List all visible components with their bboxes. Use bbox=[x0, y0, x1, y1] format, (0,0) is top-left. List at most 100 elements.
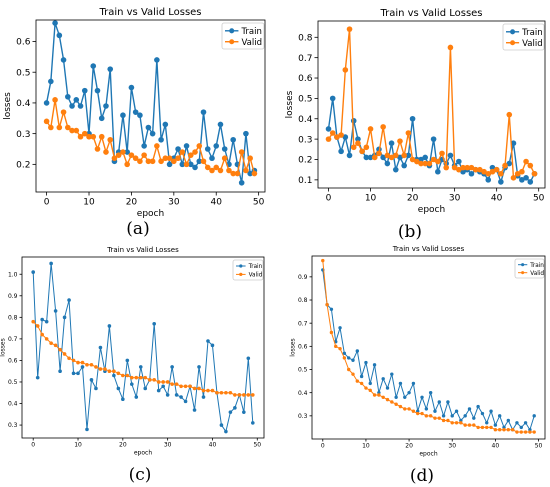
data-point-valid bbox=[196, 143, 203, 149]
y-tick-label: 0.5 bbox=[298, 95, 312, 105]
data-point-train bbox=[103, 103, 109, 109]
data-point-train bbox=[107, 324, 112, 328]
data-point-train bbox=[454, 409, 459, 413]
legend-marker-valid bbox=[229, 39, 235, 45]
y-tick-label: 0.3 bbox=[16, 130, 30, 140]
data-point-train bbox=[247, 170, 253, 177]
data-point-valid bbox=[183, 384, 188, 389]
data-point-train bbox=[329, 307, 334, 311]
y-tick-label: 0.6 bbox=[16, 38, 31, 48]
data-point-train bbox=[121, 397, 125, 402]
data-point-valid bbox=[187, 152, 194, 158]
data-point-valid bbox=[481, 168, 487, 175]
data-point-valid bbox=[156, 380, 161, 384]
data-point-train bbox=[67, 298, 71, 302]
data-point-valid bbox=[89, 362, 94, 367]
data-point-valid bbox=[58, 347, 62, 352]
data-point-train bbox=[152, 322, 156, 326]
data-point-valid bbox=[251, 170, 258, 177]
y-tick-label: 0.4 bbox=[8, 401, 18, 408]
y-tick-label: 0.7 bbox=[298, 54, 312, 64]
data-point-valid bbox=[76, 360, 80, 365]
data-point-train bbox=[179, 161, 186, 168]
data-point-train bbox=[183, 143, 190, 149]
data-point-valid bbox=[424, 414, 429, 418]
data-point-train bbox=[145, 124, 152, 131]
y-axis-label: losses bbox=[0, 338, 7, 356]
data-point-valid bbox=[346, 26, 353, 32]
data-point-train bbox=[385, 386, 390, 390]
x-tick-label: 50 bbox=[253, 198, 265, 208]
data-point-valid bbox=[456, 166, 462, 173]
data-point-train bbox=[428, 390, 433, 395]
data-point-train bbox=[394, 395, 398, 399]
data-point-valid bbox=[528, 430, 532, 434]
x-axis-label: epoch bbox=[419, 450, 437, 457]
data-point-train bbox=[430, 136, 437, 142]
data-point-valid bbox=[107, 136, 114, 143]
data-point-valid bbox=[364, 386, 368, 390]
data-point-valid bbox=[380, 124, 386, 130]
data-point-valid bbox=[381, 395, 385, 399]
data-point-valid bbox=[145, 158, 152, 165]
data-point-valid bbox=[165, 380, 170, 384]
data-point-valid bbox=[437, 416, 441, 420]
data-point-train bbox=[246, 356, 251, 361]
data-point-valid bbox=[43, 118, 50, 125]
data-point-valid bbox=[519, 430, 523, 434]
data-point-valid bbox=[480, 425, 485, 430]
data-point-train bbox=[359, 374, 364, 379]
data-point-valid bbox=[329, 330, 334, 335]
data-point-train bbox=[411, 381, 416, 386]
data-point-train bbox=[489, 409, 493, 413]
data-point-valid bbox=[394, 402, 398, 406]
legend-label-valid: Valid bbox=[530, 271, 544, 277]
data-point-valid bbox=[192, 386, 197, 391]
data-point-valid bbox=[62, 352, 67, 356]
data-point-valid bbox=[183, 161, 190, 168]
plot-frame bbox=[317, 20, 546, 189]
data-point-valid bbox=[367, 126, 374, 132]
data-point-train bbox=[134, 395, 139, 399]
data-point-valid bbox=[246, 393, 251, 397]
y-tick-label: 1.0 bbox=[8, 271, 18, 278]
data-point-valid bbox=[338, 346, 342, 351]
data-point-train bbox=[224, 429, 228, 434]
data-point-valid bbox=[433, 416, 437, 420]
y-axis-label: losses bbox=[290, 338, 297, 356]
data-point-train bbox=[124, 149, 130, 155]
data-point-valid bbox=[515, 430, 519, 434]
data-point-train bbox=[498, 179, 504, 185]
x-tick-label: 10 bbox=[74, 442, 82, 449]
y-tick-label: 0.5 bbox=[16, 68, 30, 78]
y-tick-label: 0.4 bbox=[298, 390, 308, 397]
data-point-train bbox=[329, 95, 336, 102]
data-point-train bbox=[49, 261, 53, 266]
data-point-valid bbox=[472, 166, 479, 173]
data-point-train bbox=[60, 57, 67, 63]
data-point-valid bbox=[493, 166, 500, 173]
data-point-train bbox=[162, 121, 169, 128]
data-point-valid bbox=[152, 378, 156, 382]
data-point-train bbox=[384, 160, 391, 167]
legend-label-train: Train bbox=[521, 28, 543, 38]
data-point-train bbox=[116, 386, 121, 391]
data-point-train bbox=[179, 395, 183, 399]
data-point-train bbox=[56, 32, 63, 39]
x-tick-label: 0 bbox=[321, 443, 325, 450]
data-point-train bbox=[166, 161, 173, 168]
x-tick-label: 20 bbox=[119, 442, 127, 449]
data-point-train bbox=[392, 166, 399, 173]
data-point-train bbox=[40, 317, 44, 322]
data-point-train bbox=[206, 339, 210, 343]
data-point-valid bbox=[237, 393, 242, 397]
legend-label-valid: Valid bbox=[249, 273, 263, 279]
data-point-train bbox=[497, 414, 502, 418]
data-point-train bbox=[405, 152, 412, 159]
data-point-valid bbox=[498, 170, 504, 177]
data-point-train bbox=[441, 414, 446, 418]
series-line-valid bbox=[32, 321, 253, 396]
